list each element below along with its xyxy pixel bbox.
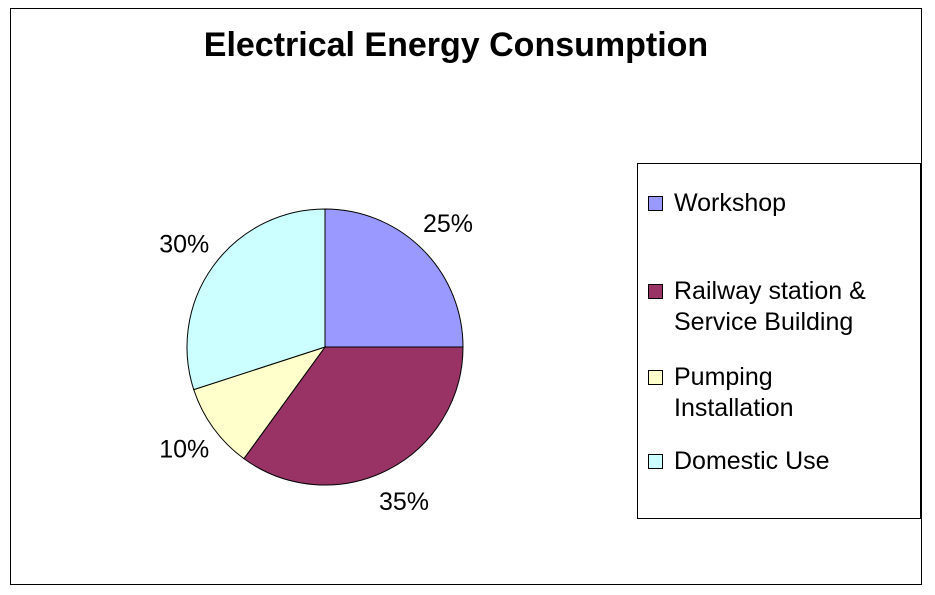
legend-swatch-domestic-use (648, 454, 663, 469)
pie-value-label-domestic-use: 30% (159, 231, 209, 259)
pie-value-label-pumping-installation: 10% (159, 435, 209, 463)
pie-slice-railway-station (243, 346, 464, 486)
pie-value-label-workshop: 25% (423, 210, 473, 238)
legend-label-domestic-use: Domestic Use (674, 447, 830, 475)
legend-swatch-workshop (648, 196, 663, 211)
chart-title: Electrical Energy Consumption (203, 26, 709, 64)
legend-swatch-railway-station (648, 284, 663, 299)
pie-slice-pumping-installation (193, 346, 327, 460)
pie-slice-domestic-use (186, 208, 326, 391)
legend: Workshop Railway station & Service Build… (637, 163, 921, 519)
pie-value-label-railway-station: 35% (379, 488, 429, 516)
pie-slices (186, 208, 464, 486)
legend-label-railway-station: Railway station & Service Building (674, 277, 866, 336)
pie-value-labels: 25% 35% 10% 30% (159, 210, 473, 516)
legend-label-pumping-installation: Pumping Installation (674, 363, 794, 422)
pie-slice-workshop (324, 208, 464, 348)
legend-swatch-pumping-installation (648, 370, 663, 385)
legend-label-workshop: Workshop (674, 189, 787, 217)
